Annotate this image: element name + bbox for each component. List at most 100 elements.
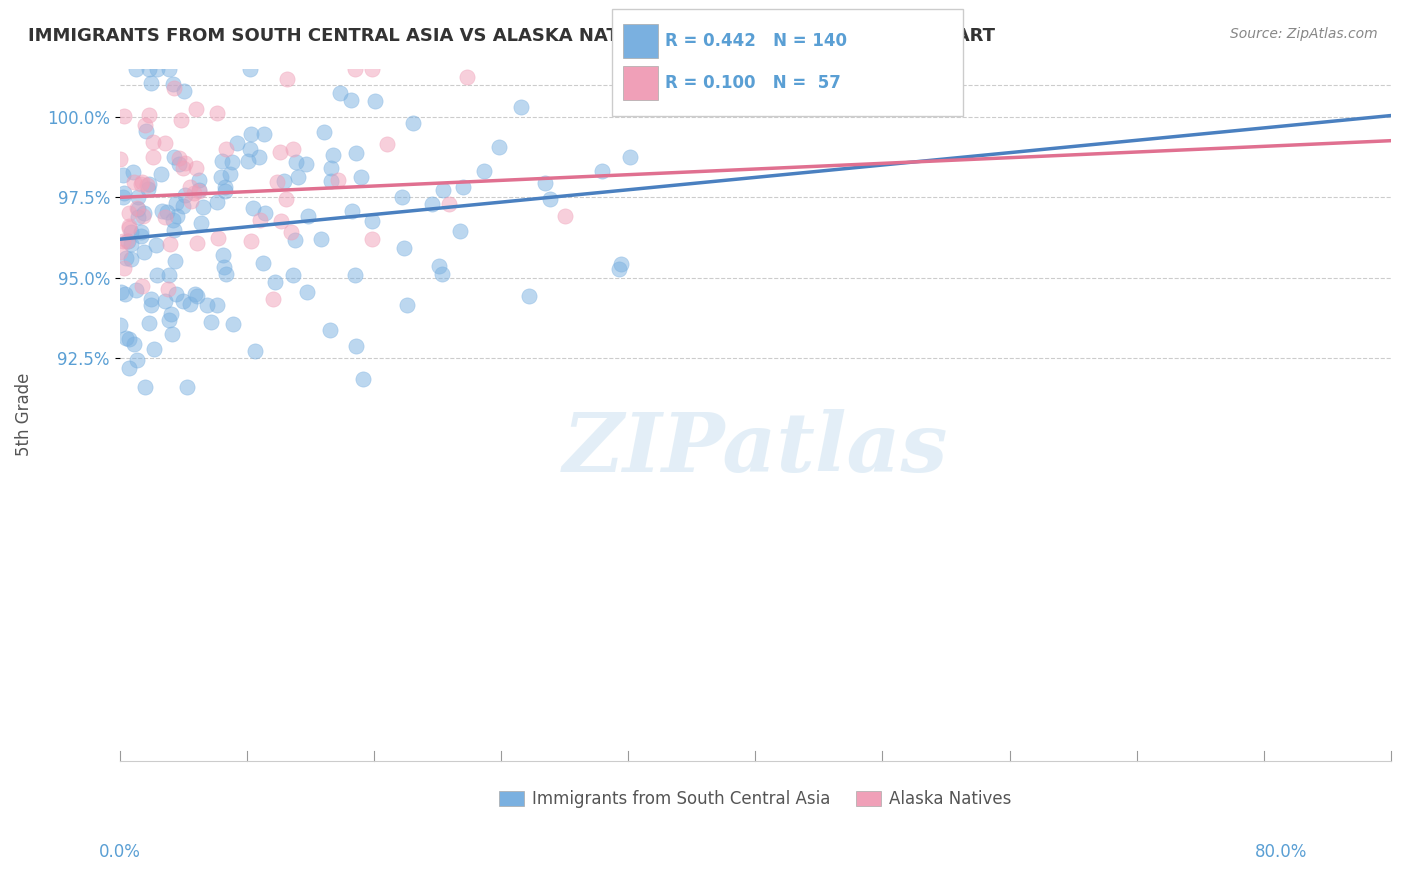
Point — [222, 317, 245, 331]
Point — [344, 62, 367, 76]
Point — [609, 257, 631, 271]
Point — [591, 164, 613, 178]
Point — [163, 80, 186, 95]
Point — [125, 283, 148, 297]
Text: 0.0%: 0.0% — [98, 843, 141, 861]
Point — [456, 70, 478, 85]
Point — [619, 150, 641, 164]
Point — [186, 102, 208, 116]
Point — [136, 182, 159, 196]
Point — [165, 253, 187, 268]
Point — [142, 342, 165, 356]
Point — [212, 248, 235, 262]
Point — [127, 201, 149, 215]
Point — [221, 154, 243, 169]
Legend: Immigrants from South Central Asia, Alaska Natives: Immigrants from South Central Asia, Alas… — [492, 784, 1018, 815]
Point — [173, 84, 195, 98]
Point — [112, 260, 135, 275]
Point — [391, 190, 413, 204]
Point — [430, 267, 453, 281]
Point — [392, 240, 415, 254]
Point — [342, 204, 364, 219]
Point — [509, 100, 531, 114]
Point — [117, 234, 139, 248]
Point — [141, 292, 163, 306]
Point — [184, 161, 207, 176]
Point — [118, 332, 141, 346]
Point — [114, 286, 136, 301]
Point — [352, 371, 374, 385]
Point — [121, 165, 143, 179]
Point — [266, 175, 288, 189]
Point — [120, 225, 142, 239]
Point — [172, 294, 194, 309]
Point — [240, 128, 263, 142]
Point — [239, 62, 262, 76]
Point — [188, 184, 211, 198]
Point — [145, 62, 167, 76]
Point — [212, 260, 235, 275]
Point — [262, 293, 284, 307]
Point — [131, 279, 153, 293]
Point — [112, 109, 135, 123]
Point — [139, 77, 162, 91]
Point — [287, 169, 309, 184]
Point — [247, 150, 270, 164]
Point — [124, 175, 146, 189]
Point — [276, 71, 298, 86]
Point — [239, 234, 262, 248]
Point — [179, 297, 201, 311]
Point — [165, 195, 187, 210]
Point — [322, 148, 344, 162]
Point — [249, 212, 271, 227]
Point — [364, 95, 387, 109]
Point — [297, 209, 319, 223]
Point — [138, 62, 160, 76]
Point — [350, 169, 373, 184]
Point — [149, 167, 172, 181]
Point — [125, 62, 148, 76]
Point — [127, 202, 149, 216]
Point — [110, 244, 132, 259]
Point — [284, 154, 307, 169]
Point — [142, 135, 165, 149]
Point — [329, 86, 352, 100]
Point — [159, 237, 181, 252]
Point — [138, 108, 160, 122]
Point — [157, 268, 180, 282]
Point — [340, 93, 363, 107]
Point — [554, 209, 576, 223]
Point — [173, 187, 195, 202]
Point — [112, 190, 135, 204]
Point — [180, 194, 202, 208]
Point — [451, 180, 474, 194]
Point — [205, 298, 228, 312]
Point — [118, 221, 141, 235]
Point — [129, 225, 152, 239]
Point — [134, 119, 156, 133]
Text: ZIPatlas: ZIPatlas — [562, 409, 948, 490]
Point — [132, 205, 155, 219]
Point — [141, 298, 163, 312]
Point — [319, 173, 342, 187]
Point — [160, 326, 183, 341]
Point — [360, 232, 382, 246]
Point — [186, 288, 208, 302]
Point — [118, 206, 141, 220]
Point — [146, 268, 169, 282]
Point — [243, 343, 266, 358]
Point — [135, 124, 157, 138]
Point — [156, 205, 179, 219]
Point — [145, 238, 167, 252]
Point — [115, 252, 138, 266]
Point — [420, 197, 443, 211]
Point — [127, 211, 149, 225]
Point — [160, 307, 183, 321]
Point — [131, 175, 153, 189]
Point — [188, 173, 211, 187]
Point — [127, 352, 149, 367]
Point — [115, 331, 138, 345]
Point — [167, 157, 190, 171]
Point — [269, 145, 291, 160]
Point — [284, 233, 307, 247]
